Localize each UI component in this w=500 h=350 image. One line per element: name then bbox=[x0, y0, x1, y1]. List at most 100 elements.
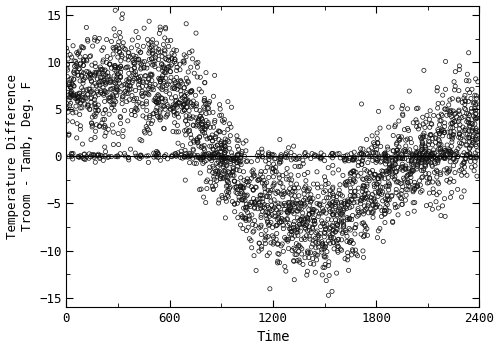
Point bbox=[310, 218, 318, 223]
Point bbox=[408, 152, 416, 158]
Point bbox=[280, 189, 288, 194]
Point bbox=[456, 131, 464, 137]
Point bbox=[382, 155, 390, 161]
Point bbox=[215, 146, 223, 152]
Point bbox=[404, 158, 412, 163]
Point bbox=[341, 181, 349, 187]
Point bbox=[220, 117, 228, 122]
Point bbox=[128, 80, 136, 85]
Point bbox=[224, 188, 232, 193]
Point bbox=[348, 197, 356, 202]
Point bbox=[467, 154, 475, 159]
Point bbox=[280, 226, 287, 231]
Point bbox=[443, 107, 451, 112]
Point bbox=[166, 106, 174, 112]
Point bbox=[426, 117, 434, 122]
Point bbox=[462, 153, 470, 159]
Point bbox=[87, 137, 95, 142]
Point bbox=[296, 259, 304, 265]
Point bbox=[320, 152, 328, 158]
Point bbox=[326, 235, 334, 241]
Point bbox=[92, 108, 100, 113]
Point bbox=[304, 228, 312, 234]
Point bbox=[285, 201, 293, 207]
Point bbox=[64, 67, 72, 73]
Point bbox=[218, 155, 226, 160]
Point bbox=[168, 152, 176, 158]
Point bbox=[166, 37, 174, 43]
Point bbox=[172, 68, 180, 74]
Point bbox=[240, 205, 248, 211]
Point bbox=[102, 37, 110, 42]
Point bbox=[428, 163, 436, 169]
Point bbox=[434, 146, 442, 152]
Point bbox=[395, 118, 403, 124]
Point bbox=[288, 209, 296, 215]
Point bbox=[220, 142, 228, 148]
Point bbox=[256, 192, 264, 198]
Point bbox=[291, 233, 299, 239]
Point bbox=[142, 115, 150, 121]
Point bbox=[189, 146, 197, 152]
Point bbox=[234, 152, 242, 158]
Point bbox=[328, 289, 336, 294]
Point bbox=[382, 169, 390, 175]
Point bbox=[436, 149, 444, 154]
Point bbox=[444, 169, 452, 175]
Point bbox=[398, 156, 406, 161]
Point bbox=[125, 71, 133, 76]
Point bbox=[468, 142, 476, 148]
Point bbox=[68, 93, 76, 99]
Point bbox=[221, 136, 229, 142]
Point bbox=[95, 80, 103, 86]
Point bbox=[300, 235, 308, 241]
Point bbox=[284, 145, 292, 150]
Point bbox=[158, 73, 166, 78]
Point bbox=[346, 193, 354, 198]
Point bbox=[416, 178, 424, 184]
Point bbox=[422, 134, 430, 140]
Point bbox=[262, 209, 270, 215]
Point bbox=[274, 260, 281, 266]
Point bbox=[120, 82, 128, 88]
Point bbox=[209, 170, 217, 175]
Point bbox=[356, 146, 364, 152]
Point bbox=[250, 218, 258, 223]
Point bbox=[101, 133, 109, 139]
Point bbox=[340, 157, 348, 162]
Point bbox=[378, 171, 386, 177]
Point bbox=[65, 131, 73, 137]
Point bbox=[164, 64, 172, 69]
Point bbox=[92, 128, 100, 134]
Point bbox=[446, 155, 454, 161]
Point bbox=[100, 117, 108, 122]
Point bbox=[402, 174, 410, 179]
Point bbox=[155, 83, 163, 89]
Point bbox=[78, 105, 86, 111]
Point bbox=[434, 142, 442, 147]
Point bbox=[334, 248, 342, 253]
Point bbox=[200, 104, 208, 110]
Point bbox=[404, 180, 412, 186]
Point bbox=[155, 93, 163, 99]
Point bbox=[351, 225, 359, 231]
Point bbox=[222, 158, 230, 163]
Point bbox=[218, 159, 226, 164]
Point bbox=[426, 139, 434, 145]
Point bbox=[144, 153, 152, 159]
Point bbox=[142, 153, 150, 159]
Point bbox=[394, 212, 402, 218]
Point bbox=[116, 35, 124, 40]
Point bbox=[320, 174, 328, 180]
Point bbox=[318, 218, 326, 224]
Point bbox=[349, 168, 357, 174]
Point bbox=[226, 170, 234, 175]
Point bbox=[304, 197, 312, 202]
Point bbox=[292, 157, 300, 162]
Point bbox=[156, 107, 164, 113]
Point bbox=[74, 99, 82, 104]
Point bbox=[180, 153, 188, 159]
Point bbox=[296, 163, 304, 169]
Point bbox=[119, 40, 127, 46]
Point bbox=[250, 171, 258, 177]
